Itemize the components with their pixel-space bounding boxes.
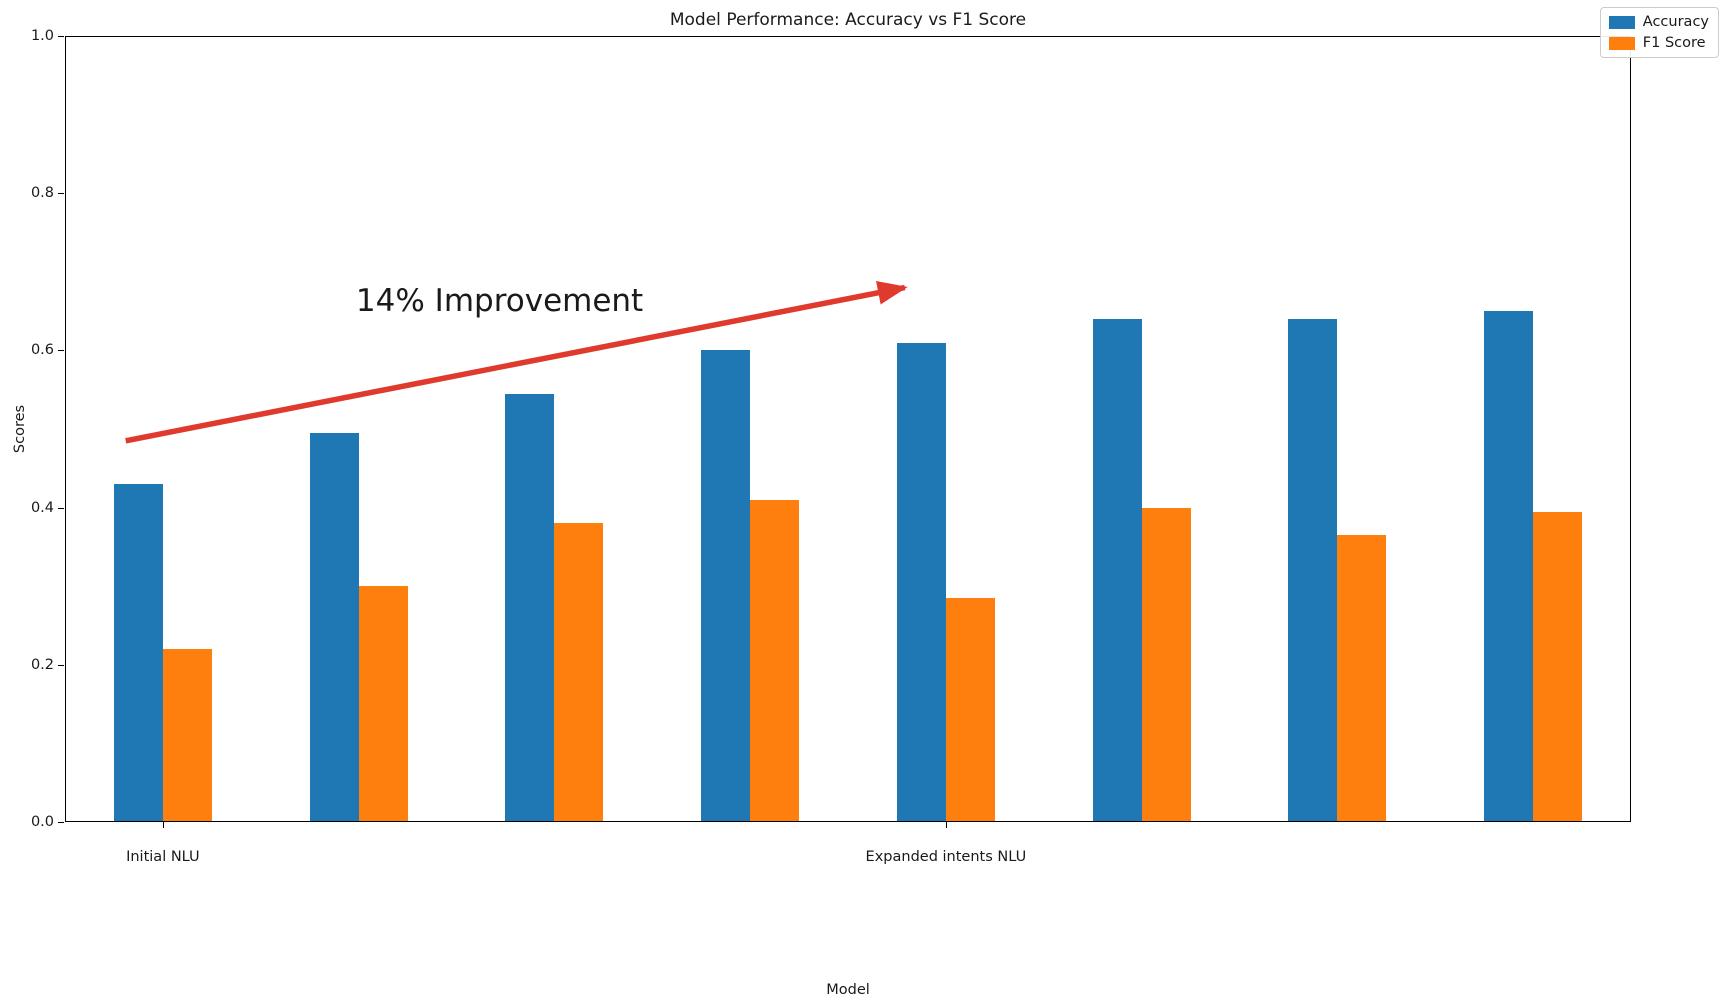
legend-label-f1: F1 Score bbox=[1642, 35, 1706, 51]
f1-swatch-icon bbox=[1608, 36, 1635, 50]
y-tick-mark bbox=[58, 664, 64, 666]
y-tick-label: 0.4 bbox=[30, 499, 54, 516]
legend-entry-f1: F1 Score bbox=[1608, 35, 1709, 51]
legend: Accuracy F1 Score bbox=[1599, 7, 1719, 58]
x-tick-label-expanded-intents-nlu: Expanded intents NLU bbox=[865, 849, 1027, 865]
y-tick-mark bbox=[58, 822, 64, 823]
y-tick-mark bbox=[58, 36, 64, 37]
bar-accuracy-7 bbox=[1484, 311, 1534, 821]
y-tick-label: 0.8 bbox=[30, 185, 54, 202]
bar-accuracy-6 bbox=[1288, 318, 1338, 821]
bar-accuracy-1 bbox=[309, 432, 359, 821]
bar-f1-score-7 bbox=[1533, 511, 1583, 821]
y-tick-mark bbox=[58, 350, 64, 352]
bar-accuracy-3 bbox=[701, 350, 751, 821]
bar-accuracy-2 bbox=[505, 393, 555, 821]
bar-accuracy-0 bbox=[113, 484, 163, 821]
bar-f1-score-6 bbox=[1337, 535, 1387, 821]
y-tick-mark bbox=[58, 193, 64, 195]
accuracy-swatch-icon bbox=[1608, 15, 1635, 29]
bar-f1-score-2 bbox=[554, 523, 604, 821]
y-tick-label: 0.0 bbox=[30, 814, 54, 830]
x-tick-mark bbox=[945, 822, 947, 828]
bar-f1-score-4 bbox=[945, 597, 995, 821]
x-axis-label: Model bbox=[826, 982, 870, 998]
legend-label-accuracy: Accuracy bbox=[1642, 14, 1709, 30]
bar-f1-score-5 bbox=[1141, 507, 1191, 821]
y-tick-label: 0.6 bbox=[30, 342, 54, 359]
bar-f1-score-0 bbox=[162, 649, 212, 821]
bar-accuracy-5 bbox=[1092, 318, 1142, 821]
chart-title: Model Performance: Accuracy vs F1 Score bbox=[669, 10, 1027, 30]
bar-f1-score-3 bbox=[750, 499, 800, 821]
y-tick-label: 1.0 bbox=[30, 28, 54, 44]
bar-f1-score-1 bbox=[358, 586, 408, 821]
y-tick-mark bbox=[58, 507, 64, 509]
x-tick-mark bbox=[162, 822, 164, 828]
annotation-text: 14% Improvement bbox=[355, 282, 644, 319]
y-tick-label: 0.2 bbox=[30, 656, 54, 673]
x-tick-label-initial-nlu: Initial NLU bbox=[126, 849, 200, 865]
bar-accuracy-4 bbox=[896, 342, 946, 821]
legend-entry-accuracy: Accuracy bbox=[1608, 14, 1709, 30]
